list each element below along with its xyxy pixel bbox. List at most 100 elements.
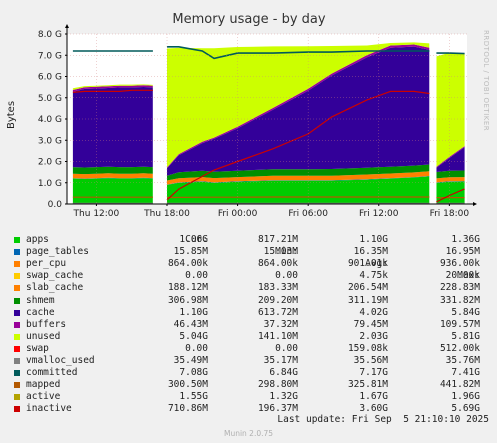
legend-min: 196.37M — [257, 403, 298, 415]
legend-name: swap_cache — [26, 270, 84, 282]
legend-cur: 300.50M — [167, 379, 208, 391]
legend-max: 331.82M — [439, 294, 480, 306]
y-axis-label: Bytes — [6, 101, 17, 129]
y-tick-label-8: 8.0 G — [38, 30, 62, 40]
legend-name: inactive — [26, 403, 72, 415]
line-inactive-seg0 — [72, 89, 153, 93]
legend-swatch — [14, 249, 20, 256]
legend-cur: 1.55G — [179, 391, 208, 403]
legend-cur: 1.06G — [179, 234, 208, 246]
legend-swatch — [14, 345, 20, 352]
x-tick-label-3: Fri 06:00 — [288, 209, 328, 219]
area-page-tables-seg0 — [72, 177, 153, 179]
legend-swatch — [14, 382, 20, 389]
area-apps-seg2 — [436, 181, 465, 204]
area-unused-seg2 — [436, 52, 465, 167]
y-tick-label-5: 5.0 G — [38, 94, 62, 104]
legend-name: swap — [26, 342, 49, 354]
legend-cur: 864.00k — [167, 258, 208, 270]
legend-min: 15.03M — [263, 246, 298, 258]
legend-max: 1.36G — [451, 234, 480, 246]
legend-avg: 35.56M — [353, 355, 388, 367]
x-tick-label-5: Fri 18:00 — [430, 209, 470, 219]
area-buffers-seg0 — [72, 85, 153, 92]
y-tick-label-0: 0.0 — [48, 200, 63, 210]
legend-cur: 188.12M — [167, 282, 208, 294]
area-unused-seg1 — [167, 42, 430, 168]
legend-swatch — [14, 406, 20, 413]
last-update: Last update: Fri Sep 5 21:10:10 2025 — [277, 414, 489, 425]
area-page-tables-seg1 — [167, 176, 430, 185]
legend-cur: 15.85M — [173, 246, 208, 258]
y-tick-label-6: 6.0 G — [38, 73, 62, 83]
x-tick-label-2: Fri 00:00 — [218, 209, 258, 219]
legend-avg: 1.67G — [359, 391, 388, 403]
legend-avg: 325.81M — [347, 379, 388, 391]
legend-row-mapped: mapped 300.50M 298.80M 325.81M 441.82M — [12, 379, 492, 391]
legend-avg: 206.54M — [347, 282, 388, 294]
legend-max: 109.57M — [439, 318, 480, 330]
legend-cur: 7.08G — [179, 367, 208, 379]
legend-cur: 35.49M — [173, 355, 208, 367]
x-tick-label-4: Fri 12:00 — [359, 209, 399, 219]
legend-header-avg: Avg: — [365, 258, 388, 270]
legend-row-swap-cache: swap_cache 0.00 0.00 4.75k 20.00k — [12, 270, 492, 282]
legend-min: 35.17M — [263, 355, 298, 367]
area-slab-cache-seg0 — [72, 173, 153, 179]
legend-name: cache — [26, 306, 55, 318]
area-shmem-seg0 — [72, 166, 153, 175]
legend-header-min: Min: — [275, 246, 298, 258]
legend-avg: 16.35M — [353, 246, 388, 258]
rrdtool-side-label: RRDTOOL / TOBI OETIKER — [482, 30, 490, 131]
legend-name: committed — [26, 367, 78, 379]
y-tick-label-4: 4.0 G — [38, 115, 62, 125]
legend-swatch — [14, 333, 20, 340]
legend-swatch — [14, 297, 20, 304]
legend-cur: 0.00 — [185, 270, 208, 282]
grid-lines — [67, 33, 467, 204]
legend-name: unused — [26, 330, 61, 342]
legend-header-max: Max: — [457, 270, 480, 282]
y-tick-label-2: 2.0 G — [38, 158, 62, 168]
legend-avg: 159.08k — [347, 342, 388, 354]
legend-swatch — [14, 394, 20, 401]
legend-name: slab_cache — [26, 282, 84, 294]
legend-avg: 79.45M — [353, 318, 388, 330]
memory-chart: Memory usage - by day Bytes RRDTOOL / TO… — [6, 12, 490, 219]
y-axis-arrow — [65, 24, 69, 28]
legend-swatch — [14, 321, 20, 328]
legend-max: 20.00k — [445, 270, 480, 282]
legend-max: 228.83M — [439, 282, 480, 294]
area-cache-seg0 — [72, 87, 153, 168]
legend-row-swap: swap 0.00 0.00 159.08k 512.00k — [12, 343, 492, 355]
legend-min: 1.32G — [269, 391, 298, 403]
legend-max: 35.76M — [445, 355, 480, 367]
legend-avg: 4.75k — [359, 270, 388, 282]
legend-header-cur: Cur: — [185, 234, 208, 246]
legend-header: Cur: Min: Avg: Max: — [12, 222, 492, 281]
line-inactive-seg2 — [436, 188, 465, 203]
legend-cur: 5.04G — [179, 330, 208, 342]
legend-cur: 306.98M — [167, 294, 208, 306]
legend-name: vmalloc_used — [26, 355, 95, 367]
legend-max: 512.00k — [439, 342, 480, 354]
data-gap-1 — [429, 34, 437, 204]
legend-name: buffers — [26, 318, 67, 330]
legend-name: page_tables — [26, 246, 89, 258]
legend-min: 183.33M — [257, 282, 298, 294]
legend-avg: 1.10G — [359, 234, 388, 246]
legend-min: 613.72M — [257, 306, 298, 318]
legend-row-unused: unused 5.04G 141.10M 2.03G 5.81G — [12, 331, 492, 343]
line-series — [72, 46, 465, 204]
legend-min: 141.10M — [257, 330, 298, 342]
legend-avg: 311.19M — [347, 294, 388, 306]
legend-max: 1.96G — [451, 391, 480, 403]
legend-avg: 4.02G — [359, 306, 388, 318]
legend-row-page-tables: page_tables 15.85M 15.03M 16.35M 16.95M — [12, 246, 492, 258]
legend-name: mapped — [26, 379, 61, 391]
legend-row-inactive: inactive 710.86M 196.37M 3.60G 5.69G — [12, 403, 492, 415]
y-tick-label-1: 1.0 G — [38, 179, 62, 189]
area-page-tables-seg2 — [436, 181, 465, 183]
line-committed-seg2 — [436, 52, 465, 55]
line-committed-seg1 — [167, 46, 430, 60]
